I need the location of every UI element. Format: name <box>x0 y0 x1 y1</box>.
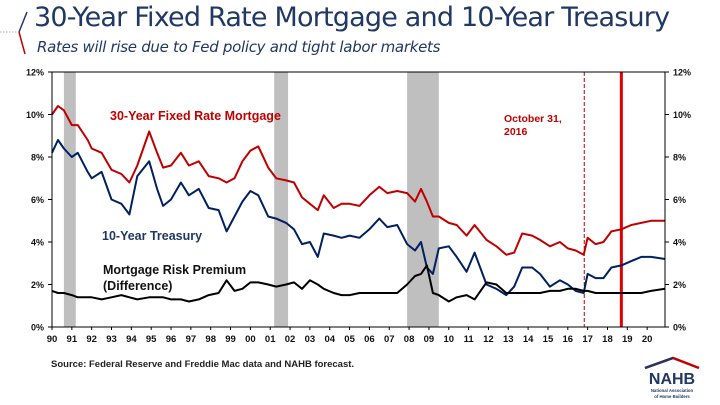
mortgage-line <box>51 105 665 256</box>
mortgage-series-label: 30-Year Fixed Rate Mortgage <box>110 109 281 123</box>
x-tick-label: 19 <box>622 334 633 345</box>
x-tick-label: 08 <box>404 334 415 345</box>
logo-subtext-1: National Association <box>651 388 694 393</box>
x-tick-label: 13 <box>503 334 514 345</box>
y-tick-label-right: 12% <box>673 68 691 78</box>
y-tick-label-right: 6% <box>673 195 686 205</box>
x-tick-label: 05 <box>344 334 355 345</box>
treasury-line <box>51 139 666 297</box>
x-tick-label: 18 <box>602 334 613 345</box>
x-tick-label: 92 <box>86 334 97 345</box>
x-tick-label: 99 <box>225 334 236 345</box>
x-tick-label: 10 <box>443 334 454 345</box>
y-tick-label-left: 2% <box>31 280 44 290</box>
x-tick-label: 97 <box>186 334 197 345</box>
x-tick-label: 06 <box>364 334 375 345</box>
title-accent-decoration <box>0 11 28 55</box>
x-tick-label: 16 <box>563 334 574 345</box>
annotations: 30-Year Fixed Rate Mortgage 10-Year Trea… <box>102 109 562 293</box>
x-tick-label: 90 <box>47 334 58 345</box>
x-tick-label: 12 <box>483 334 494 345</box>
x-tick-label: 95 <box>146 334 157 345</box>
x-tick-label: 01 <box>265 334 276 345</box>
x-tick-label: 15 <box>543 334 554 345</box>
premium-series-label-sub: (Difference) <box>103 279 172 293</box>
y-tick-label-right: 0% <box>673 323 686 333</box>
recession-band <box>274 72 289 327</box>
logo-text: NAHB <box>649 371 695 388</box>
marker-lines <box>583 72 623 327</box>
y-tick-label-right: 8% <box>673 153 686 163</box>
y-tick-label-left: 12% <box>26 68 44 78</box>
x-tick-label: 93 <box>106 334 117 345</box>
recession-band <box>63 72 76 327</box>
x-tick-label: 07 <box>384 334 395 345</box>
page-subtitle: Rates will rise due to Fed policy and ti… <box>37 38 441 56</box>
y-tick-label-right: 4% <box>673 238 686 248</box>
premium-line <box>51 264 666 303</box>
treasury-series-label: 10-Year Treasury <box>102 229 202 243</box>
x-tick-label: 03 <box>305 334 316 345</box>
x-tick-label: 11 <box>464 334 475 345</box>
x-tick-label: 17 <box>582 334 593 345</box>
x-tick-label: 96 <box>166 334 177 345</box>
y-tick-label-left: 0% <box>31 323 44 333</box>
y-tick-label-right: 2% <box>673 280 686 290</box>
source-note: Source: Federal Reserve and Freddie Mac … <box>51 359 355 370</box>
y-tick-label-left: 8% <box>31 153 44 163</box>
page-title: 30-Year Fixed Rate Mortgage and 10-Year … <box>34 2 670 33</box>
premium-series-label: Mortgage Risk Premium <box>103 263 246 277</box>
logo-subtext-2: of Home Builders <box>654 394 690 399</box>
date-annotation: October 31, <box>504 113 562 125</box>
y-tick-label-right: 10% <box>673 110 691 120</box>
x-tick-label: 94 <box>126 334 137 345</box>
nahb-logo: NAHB National Association of Home Builde… <box>644 356 700 399</box>
x-tick-label: 02 <box>285 334 296 345</box>
date-annotation-year: 2016 <box>504 126 528 138</box>
y-tick-label-left: 10% <box>26 110 44 120</box>
x-tick-label: 00 <box>245 334 256 345</box>
axes: 0% 0% 2% 2% 4% 4% 6% 6% 8% 8% 10% 10% 12% 12% 90 91 92 93… <box>26 68 691 346</box>
y-tick-label-left: 4% <box>31 238 44 248</box>
x-tick-label: 91 <box>67 334 78 345</box>
x-tick-label: 20 <box>642 334 653 345</box>
x-tick-label: 14 <box>523 334 534 345</box>
series-lines <box>51 105 666 303</box>
x-tick-label: 09 <box>424 334 435 345</box>
y-tick-label-left: 6% <box>31 195 44 205</box>
x-tick-label: 98 <box>205 334 216 345</box>
x-tick-label: 04 <box>324 334 335 345</box>
